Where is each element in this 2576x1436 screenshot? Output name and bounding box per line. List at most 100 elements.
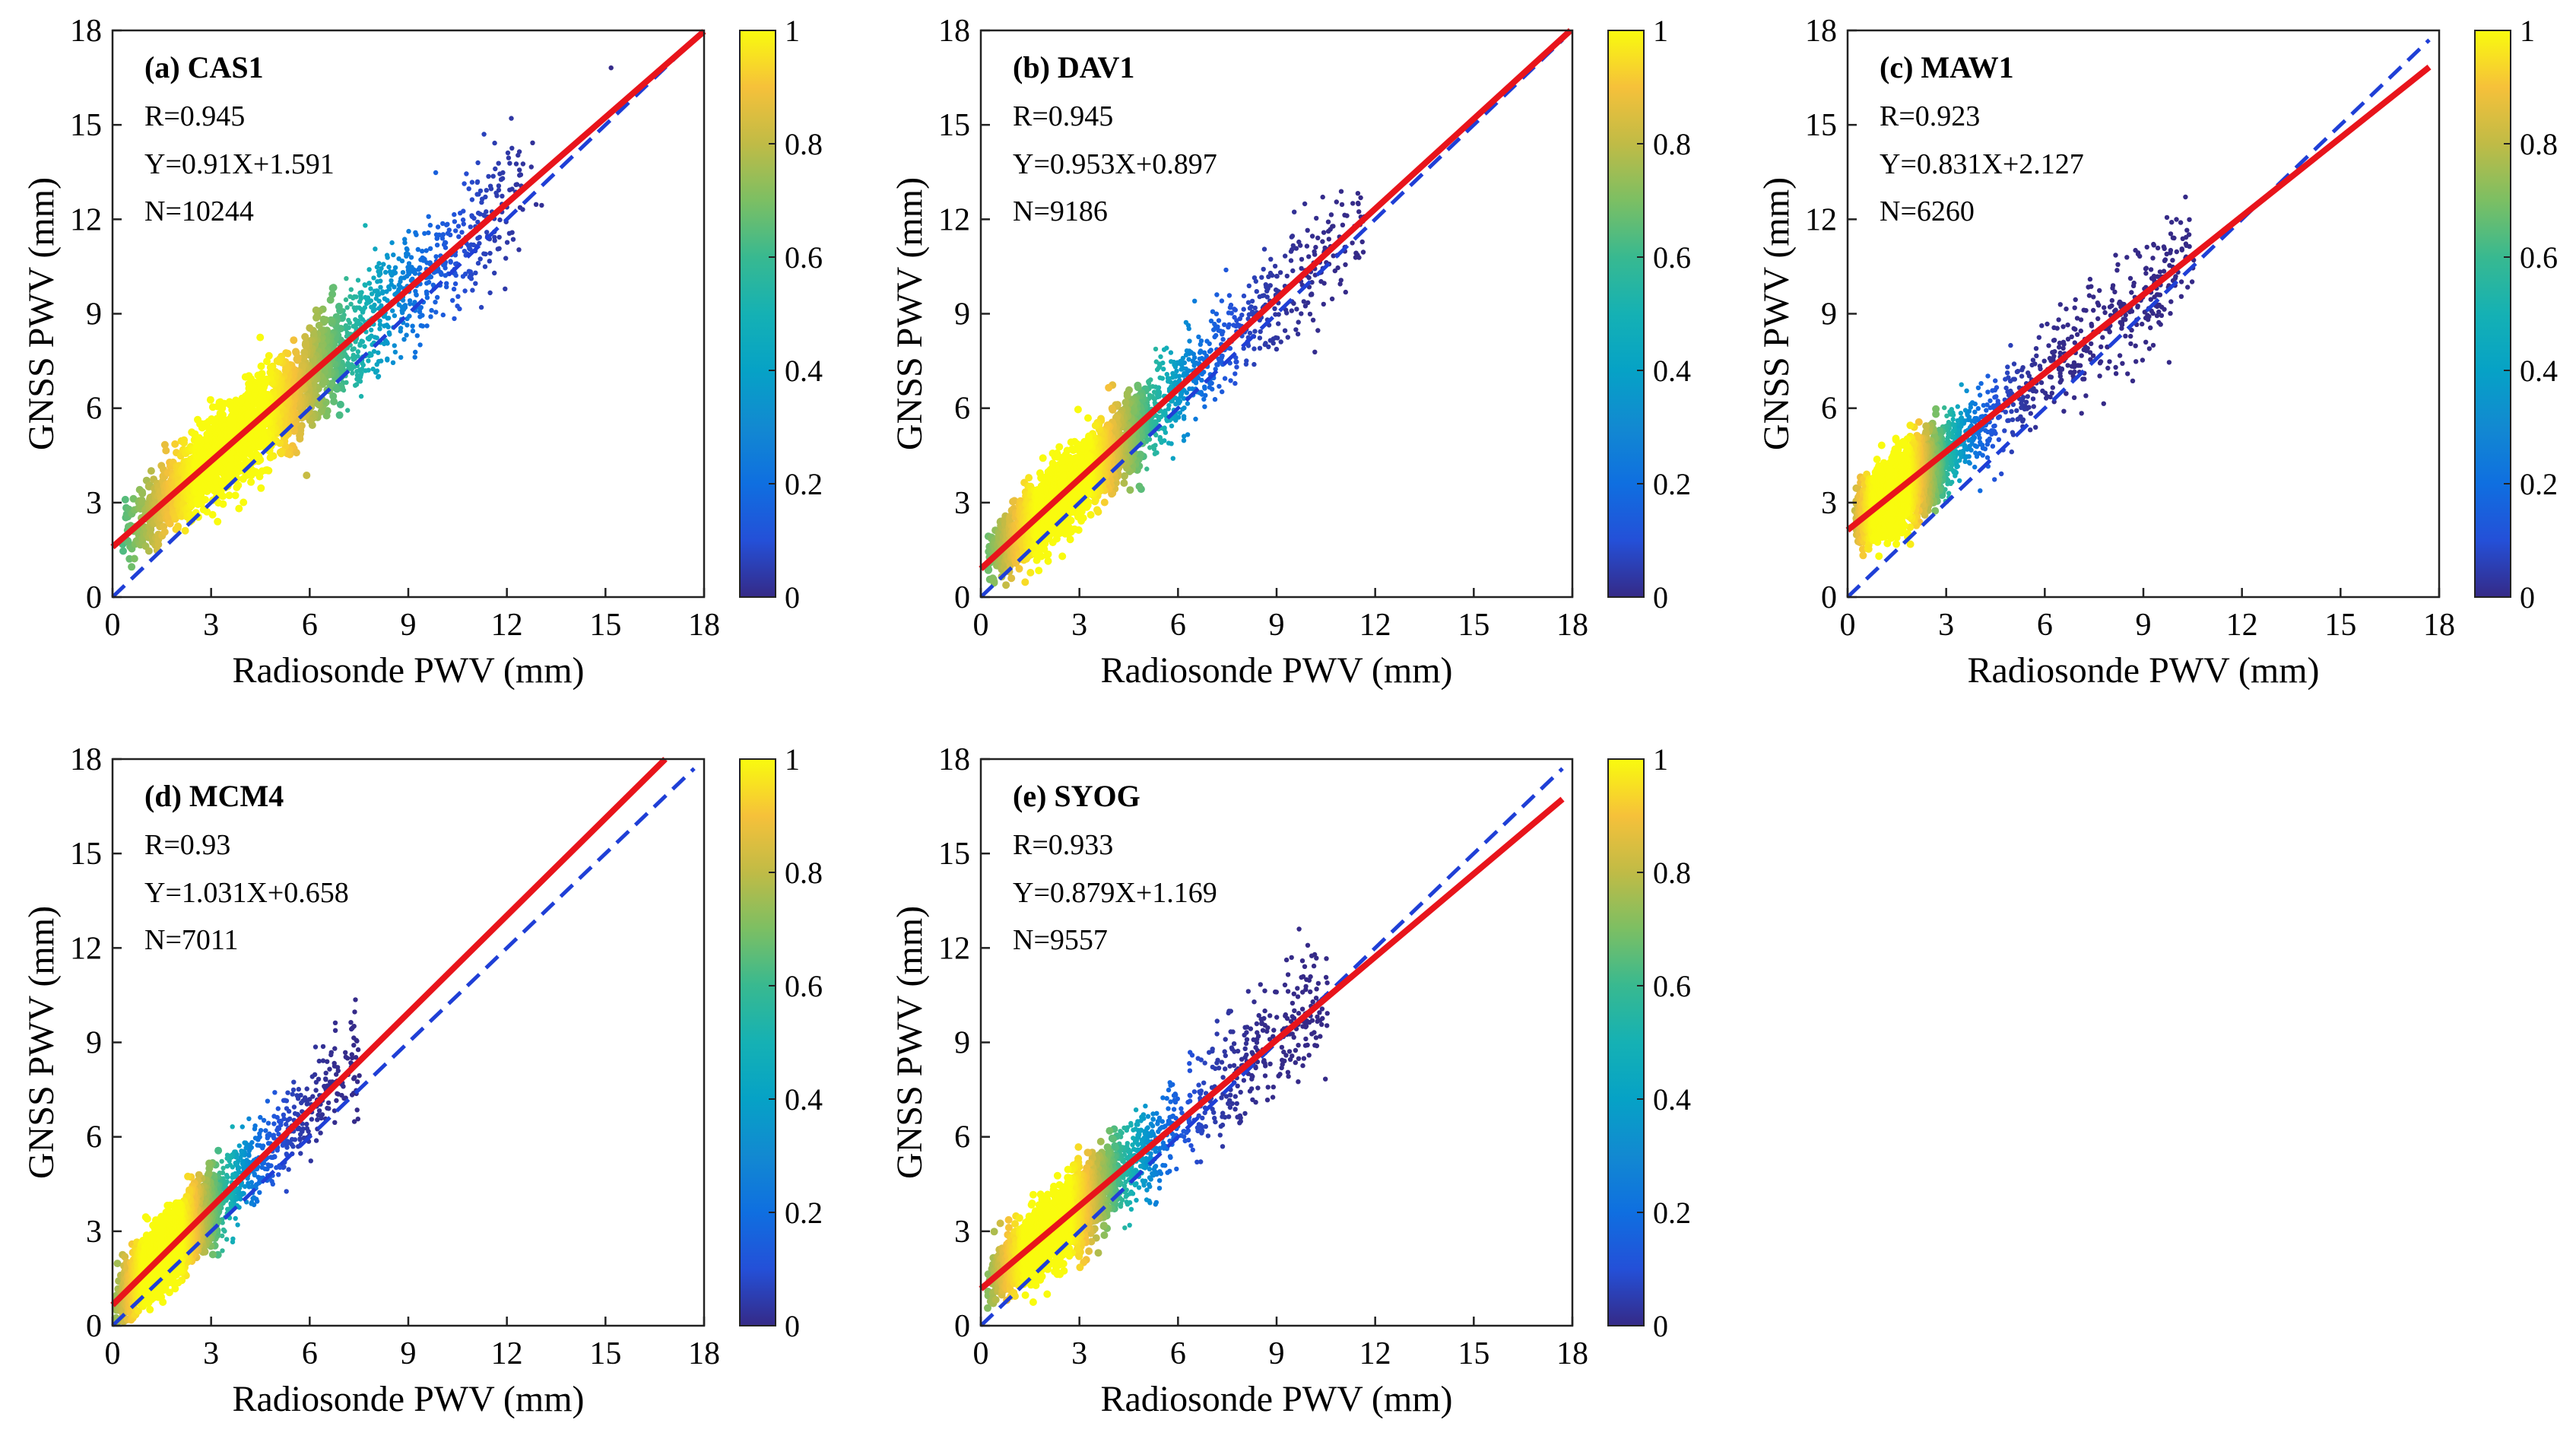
scatter-point xyxy=(1321,230,1327,235)
scatter-point xyxy=(355,349,361,354)
scatter-point xyxy=(1241,293,1247,299)
scatter-point xyxy=(417,309,423,315)
scatter-point xyxy=(475,260,481,266)
scatter-point xyxy=(386,330,392,335)
scatter-point xyxy=(1247,330,1253,336)
scatter-point xyxy=(481,212,487,218)
scatter-point xyxy=(171,440,179,448)
scatter-point xyxy=(1178,392,1184,397)
scatter-point xyxy=(455,224,462,229)
scatter-point xyxy=(1002,581,1010,589)
scatter-point xyxy=(1245,300,1252,305)
scatter-point xyxy=(1181,373,1186,378)
scatter-point xyxy=(1197,350,1203,355)
scatter-point xyxy=(1166,386,1172,392)
scatter-point xyxy=(1179,367,1184,372)
scatter-point xyxy=(1074,405,1082,414)
scatter-point xyxy=(404,251,409,256)
y-tick-label: 18 xyxy=(70,14,102,49)
scatter-point xyxy=(487,290,493,296)
scatter-point xyxy=(256,333,265,342)
scatter-point xyxy=(1247,306,1253,311)
scatter-point xyxy=(1263,282,1268,288)
scatter-point xyxy=(424,295,430,300)
scatter-point xyxy=(266,368,274,376)
scatter-point xyxy=(377,318,382,324)
scatter-point xyxy=(404,316,410,322)
stat-equation: Y=0.91X+1.591 xyxy=(144,148,335,180)
scatter-point xyxy=(401,337,407,342)
scatter-point xyxy=(482,264,488,269)
scatter-point xyxy=(404,332,409,338)
scatter-point xyxy=(1146,379,1151,385)
scatter-point xyxy=(440,312,446,318)
scatter-point xyxy=(1212,334,1217,340)
scatter-point xyxy=(1214,362,1220,367)
scatter-point xyxy=(257,362,265,370)
scatter-point xyxy=(426,214,431,219)
scatter-point xyxy=(410,323,415,329)
scatter-point xyxy=(462,288,468,294)
scatter-point xyxy=(1187,338,1192,344)
scatter-point xyxy=(1313,244,1318,250)
scatter-point xyxy=(417,314,423,319)
scatter-point xyxy=(369,291,375,297)
scatter-point xyxy=(1278,339,1283,345)
scatter-point xyxy=(1232,371,1238,376)
scatter-point xyxy=(1272,263,1278,269)
scatter-point xyxy=(382,296,388,301)
scatter-point xyxy=(301,341,309,349)
scatter-point xyxy=(1257,294,1262,300)
scatter-point xyxy=(408,255,414,260)
scatter-point xyxy=(1302,201,1308,207)
x-tick-label: 18 xyxy=(688,608,720,643)
scatter-point xyxy=(1198,342,1203,347)
scatter-point xyxy=(539,202,544,208)
scatter-point xyxy=(424,248,429,253)
scatter-point xyxy=(433,170,439,176)
scatter-point xyxy=(1220,389,1225,395)
scatter-point xyxy=(1301,299,1306,304)
scatter-point xyxy=(201,496,209,504)
scatter-point xyxy=(452,316,457,322)
scatter-point xyxy=(1261,246,1267,252)
scatter-point xyxy=(357,314,363,319)
scatter-point xyxy=(1318,278,1324,284)
scatter-point xyxy=(128,563,136,571)
colorbar-tick-label: 0.4 xyxy=(785,354,823,388)
scatter-point xyxy=(206,396,214,404)
scatter-point xyxy=(406,261,412,266)
scatter-point xyxy=(1272,306,1277,311)
scatter-point xyxy=(335,303,343,310)
scatter-point xyxy=(129,494,138,503)
scatter-point xyxy=(413,230,418,235)
scatter-point xyxy=(245,380,253,388)
scatter-point xyxy=(266,453,274,462)
scatter-point xyxy=(517,205,523,210)
scatter-point xyxy=(475,236,481,241)
scatter-point xyxy=(410,268,415,275)
scatter-point xyxy=(296,431,304,440)
scatter-point xyxy=(121,495,129,504)
scatter-point xyxy=(1299,311,1304,316)
scatter-point xyxy=(1044,550,1052,558)
scatter-point xyxy=(497,171,503,176)
scatter-point xyxy=(1181,438,1187,443)
scatter-point xyxy=(344,334,350,339)
scatter-point xyxy=(1302,303,1309,309)
scatter-point xyxy=(1144,466,1150,472)
scatter-point xyxy=(1304,243,1310,249)
scatter-point xyxy=(462,249,468,254)
scatter-point xyxy=(355,278,361,283)
colorbar-tick-label: 0.6 xyxy=(785,240,823,275)
scatter-point xyxy=(441,262,446,268)
scatter-point xyxy=(1246,312,1252,317)
scatter-point xyxy=(1232,380,1238,386)
scatter-point xyxy=(1292,209,1297,214)
scatter-point xyxy=(1355,200,1361,206)
scatter-point xyxy=(516,152,521,158)
scatter-point xyxy=(486,173,491,180)
scatter-point xyxy=(1310,317,1316,322)
scatter-point xyxy=(1196,334,1201,340)
scatter-point xyxy=(380,291,385,296)
